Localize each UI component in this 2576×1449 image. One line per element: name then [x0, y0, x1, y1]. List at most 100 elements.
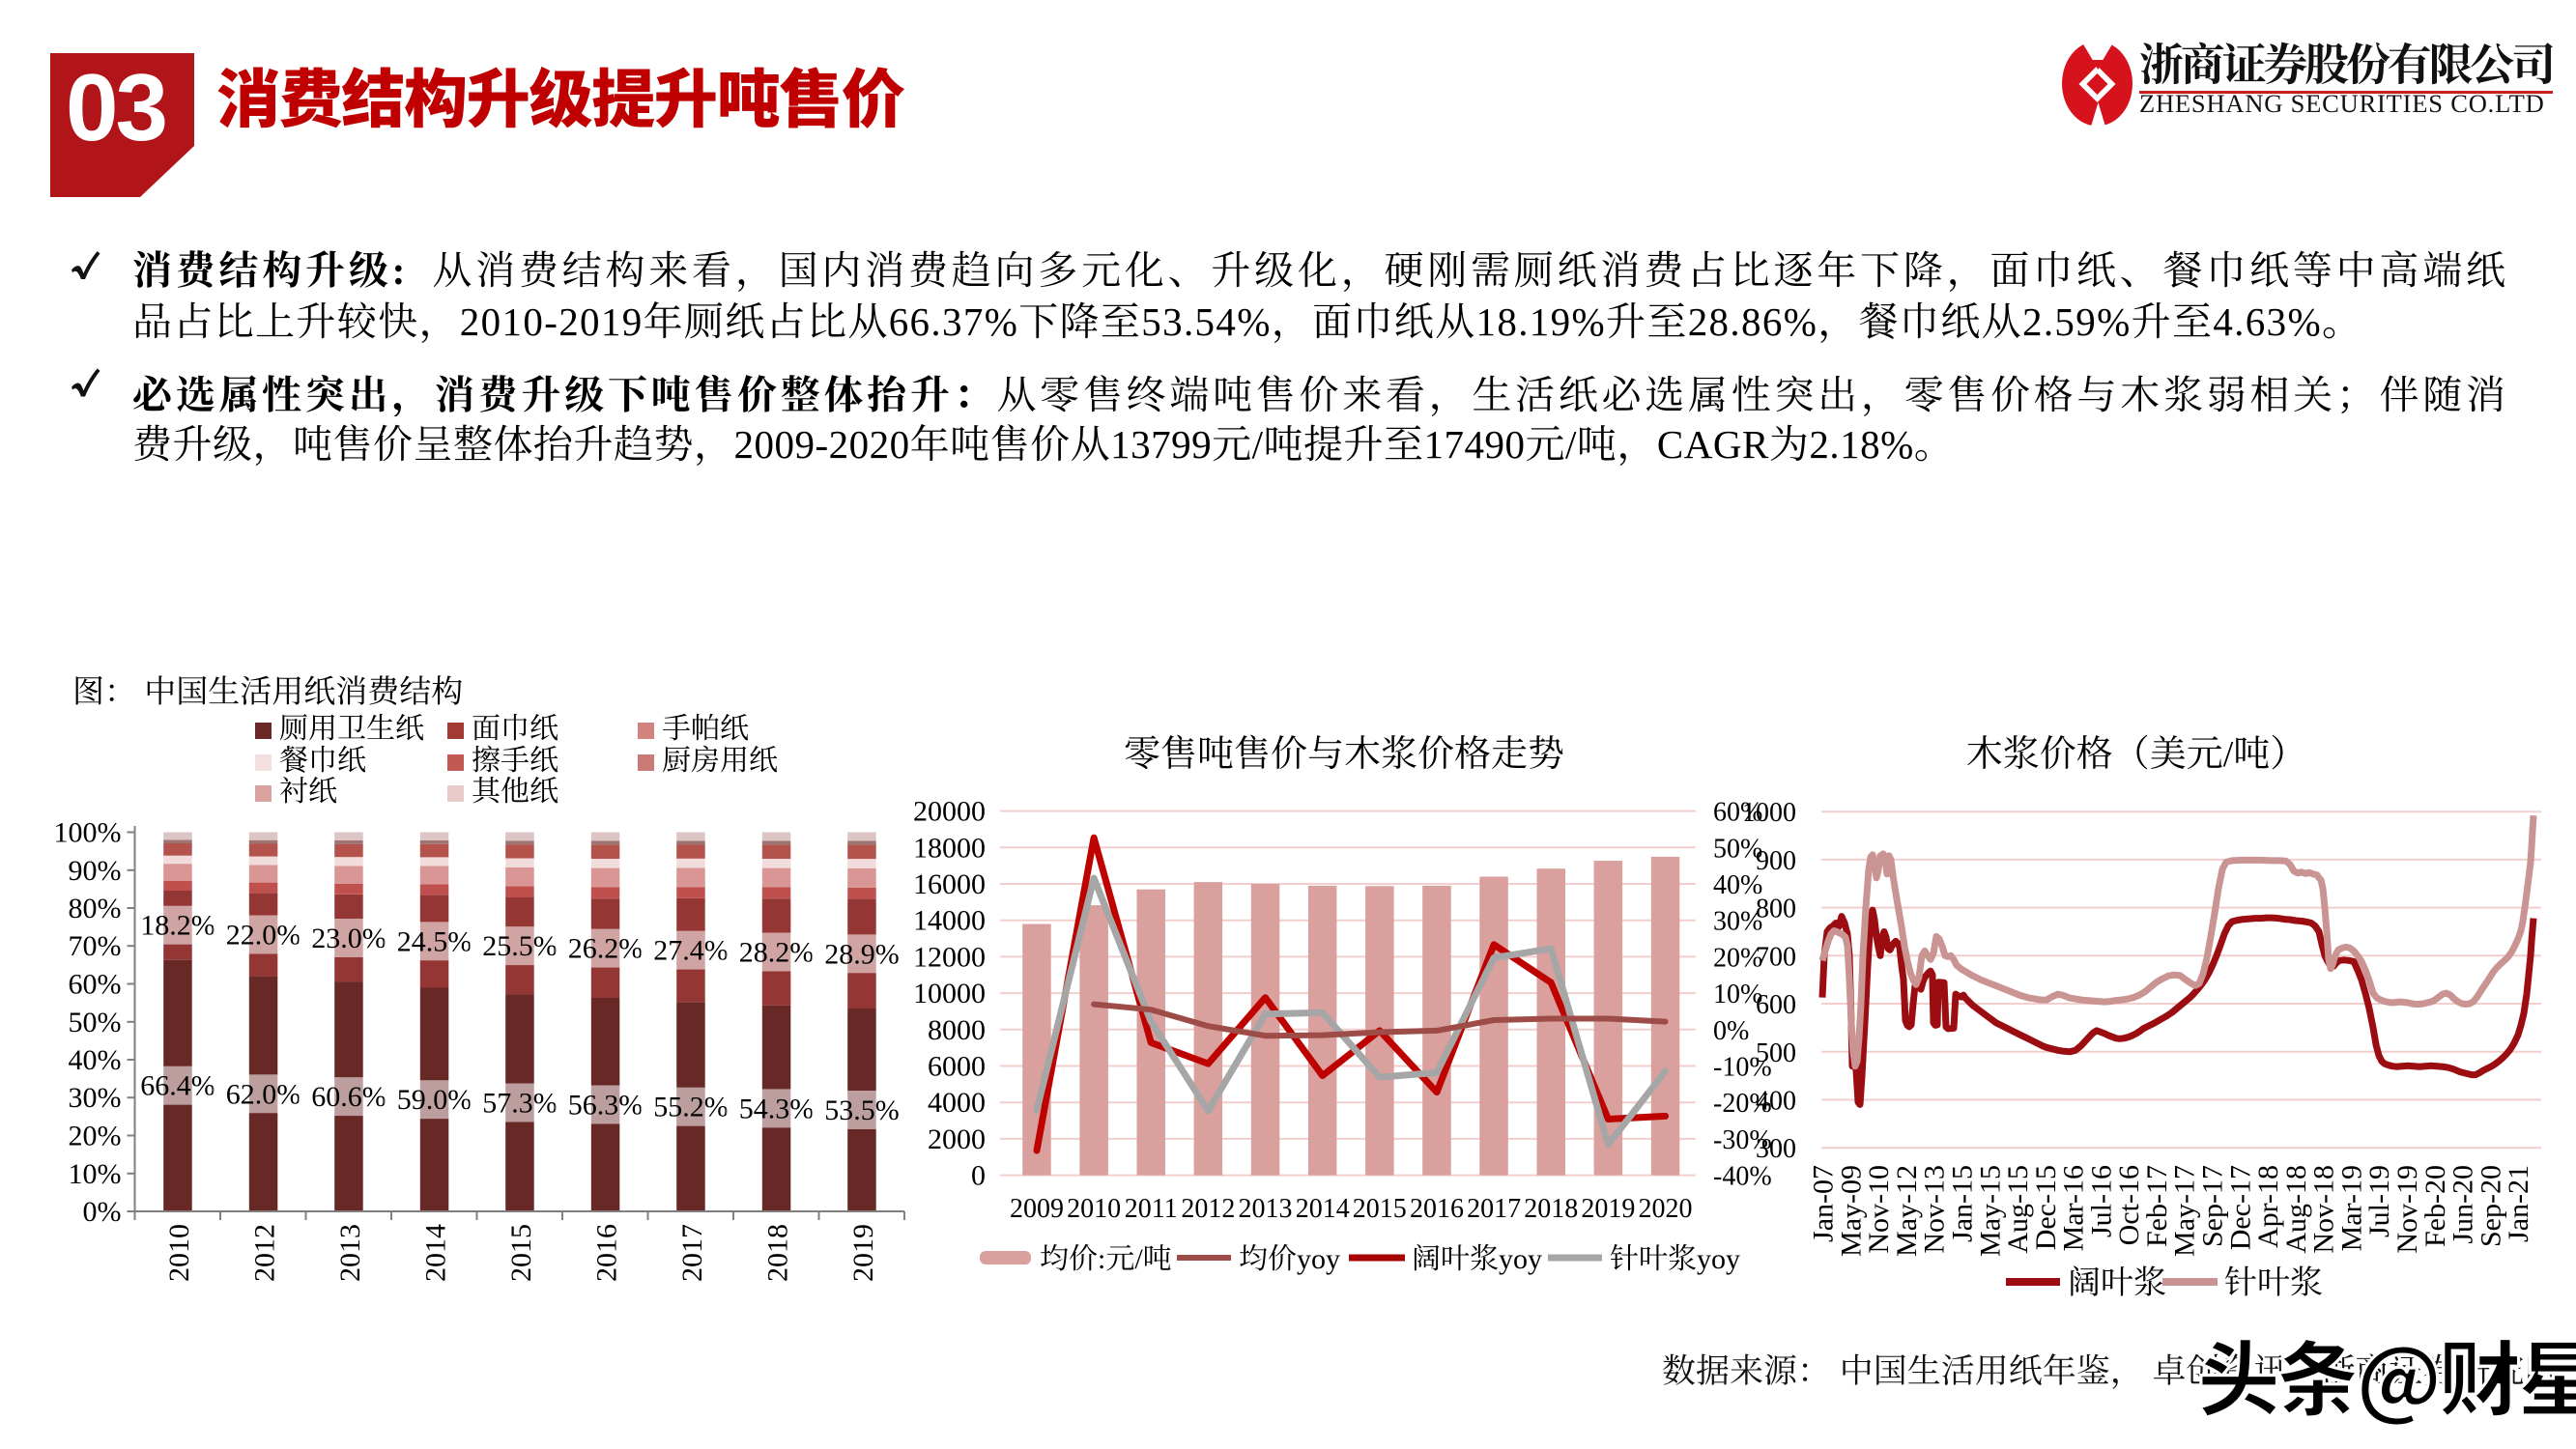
svg-text:零售吨售价与木浆价格走势: 零售吨售价与木浆价格走势 — [1124, 734, 1564, 775]
svg-text:均价:元/吨: 均价:元/吨 — [1040, 1243, 1172, 1275]
svg-text:2018: 2018 — [762, 1224, 794, 1282]
svg-text:53.5%: 53.5% — [824, 1094, 900, 1126]
svg-text:1000: 1000 — [1742, 798, 1796, 828]
svg-text:57.3%: 57.3% — [482, 1088, 558, 1120]
svg-text:14000: 14000 — [913, 905, 986, 937]
svg-text:May-15: May-15 — [1974, 1165, 2006, 1257]
svg-text:2016: 2016 — [591, 1224, 623, 1282]
svg-text:20%: 20% — [1713, 943, 1762, 973]
svg-text:66.4%: 66.4% — [140, 1070, 215, 1102]
svg-text:400: 400 — [1756, 1087, 1796, 1117]
svg-text:2010: 2010 — [1067, 1194, 1121, 1224]
svg-text:0: 0 — [971, 1160, 986, 1192]
svg-text:Dec-17: Dec-17 — [2224, 1165, 2256, 1250]
svg-text:10%: 10% — [1713, 980, 1762, 1009]
svg-text:针叶浆: 针叶浆 — [2224, 1265, 2323, 1301]
svg-text:2016: 2016 — [1410, 1194, 1464, 1224]
svg-text:27.4%: 27.4% — [653, 935, 729, 967]
svg-text:针叶浆yoy: 针叶浆yoy — [1610, 1243, 1740, 1275]
svg-text:2020: 2020 — [1639, 1194, 1693, 1224]
svg-text:28.2%: 28.2% — [739, 937, 815, 969]
svg-text:May-17: May-17 — [2169, 1165, 2201, 1257]
svg-text:80%: 80% — [69, 893, 122, 924]
svg-text:16000: 16000 — [913, 868, 986, 900]
svg-text:0%: 0% — [1713, 1016, 1749, 1046]
svg-text:56.3%: 56.3% — [568, 1090, 644, 1122]
svg-text:30%: 30% — [69, 1082, 122, 1114]
svg-text:Aug-15: Aug-15 — [2002, 1165, 2034, 1254]
svg-text:10%: 10% — [69, 1158, 122, 1190]
svg-text:28.9%: 28.9% — [824, 938, 900, 970]
svg-text:800: 800 — [1756, 895, 1796, 924]
svg-text:Aug-18: Aug-18 — [2280, 1165, 2312, 1254]
svg-text:2013: 2013 — [1239, 1194, 1293, 1224]
svg-text:4000: 4000 — [928, 1087, 986, 1119]
svg-text:8000: 8000 — [928, 1014, 986, 1046]
svg-text:2009: 2009 — [1010, 1194, 1064, 1224]
svg-text:2018: 2018 — [1524, 1194, 1578, 1224]
svg-text:2012: 2012 — [1181, 1194, 1235, 1224]
svg-text:59.0%: 59.0% — [397, 1084, 472, 1116]
svg-text:2011: 2011 — [1125, 1194, 1178, 1224]
svg-text:May-12: May-12 — [1891, 1165, 1923, 1257]
svg-text:40%: 40% — [69, 1044, 122, 1076]
svg-text:30%: 30% — [1713, 907, 1762, 937]
svg-text:衬纸: 衬纸 — [279, 776, 337, 808]
svg-text:Jan-15: Jan-15 — [1947, 1165, 1979, 1242]
svg-text:2015: 2015 — [1353, 1194, 1407, 1224]
svg-text:-20%: -20% — [1713, 1089, 1772, 1119]
svg-text:2017: 2017 — [676, 1224, 708, 1282]
svg-text:0%: 0% — [83, 1196, 122, 1228]
svg-text:Mar-19: Mar-19 — [2335, 1165, 2367, 1251]
svg-text:擦手纸: 擦手纸 — [472, 745, 558, 777]
svg-text:Nov-18: Nov-18 — [2308, 1165, 2340, 1254]
svg-text:12000: 12000 — [913, 941, 986, 973]
svg-text:Jun-20: Jun-20 — [2447, 1165, 2479, 1244]
svg-text:500: 500 — [1756, 1038, 1796, 1068]
svg-text:2010: 2010 — [163, 1224, 195, 1282]
svg-text:2013: 2013 — [334, 1224, 366, 1282]
svg-text:55.2%: 55.2% — [653, 1092, 729, 1123]
svg-text:22.0%: 22.0% — [226, 920, 301, 952]
svg-text:阔叶浆: 阔叶浆 — [2068, 1265, 2166, 1301]
svg-text:Oct-16: Oct-16 — [2113, 1165, 2145, 1245]
svg-text:Jul-16: Jul-16 — [2085, 1165, 2117, 1237]
svg-text:24.5%: 24.5% — [397, 925, 472, 957]
svg-text:手帕纸: 手帕纸 — [662, 713, 749, 745]
svg-text:900: 900 — [1756, 846, 1796, 876]
svg-text:10000: 10000 — [913, 978, 986, 1009]
svg-text:Dec-15: Dec-15 — [2030, 1165, 2062, 1250]
svg-text:Apr-18: Apr-18 — [2252, 1165, 2284, 1248]
svg-text:-10%: -10% — [1713, 1053, 1772, 1083]
svg-text:60%: 60% — [1713, 798, 1762, 828]
svg-text:面巾纸: 面巾纸 — [472, 713, 558, 745]
svg-text:Feb-20: Feb-20 — [2419, 1165, 2451, 1247]
svg-text:-30%: -30% — [1713, 1125, 1772, 1155]
svg-text:70%: 70% — [69, 930, 122, 962]
svg-text:厨房用纸: 厨房用纸 — [662, 745, 778, 777]
svg-text:木浆价格（美元/吨）: 木浆价格（美元/吨） — [1966, 734, 2307, 775]
svg-text:26.2%: 26.2% — [568, 933, 644, 965]
svg-text:2000: 2000 — [928, 1123, 986, 1155]
svg-text:Nov-10: Nov-10 — [1863, 1165, 1895, 1254]
svg-text:阔叶浆yoy: 阔叶浆yoy — [1412, 1243, 1542, 1275]
svg-text:2017: 2017 — [1467, 1194, 1521, 1224]
svg-text:62.0%: 62.0% — [226, 1078, 301, 1110]
svg-text:25.5%: 25.5% — [482, 930, 558, 962]
svg-text:Nov-19: Nov-19 — [2391, 1165, 2423, 1254]
svg-text:100%: 100% — [54, 817, 122, 849]
svg-text:20000: 20000 — [913, 796, 986, 828]
svg-text:Feb-17: Feb-17 — [2141, 1165, 2173, 1247]
svg-text:54.3%: 54.3% — [739, 1093, 815, 1124]
svg-text:其他纸: 其他纸 — [472, 776, 558, 808]
svg-text:Jan-07: Jan-07 — [1808, 1165, 1840, 1242]
svg-text:Sep-17: Sep-17 — [2197, 1165, 2229, 1247]
svg-text:90%: 90% — [69, 855, 122, 887]
svg-text:6000: 6000 — [928, 1051, 986, 1083]
svg-text:2019: 2019 — [847, 1224, 879, 1282]
svg-text:23.0%: 23.0% — [311, 923, 386, 954]
svg-text:Mar-16: Mar-16 — [2058, 1165, 2090, 1251]
svg-text:May-09: May-09 — [1835, 1165, 1867, 1257]
svg-text:50%: 50% — [1713, 834, 1762, 864]
svg-text:-40%: -40% — [1713, 1162, 1772, 1192]
